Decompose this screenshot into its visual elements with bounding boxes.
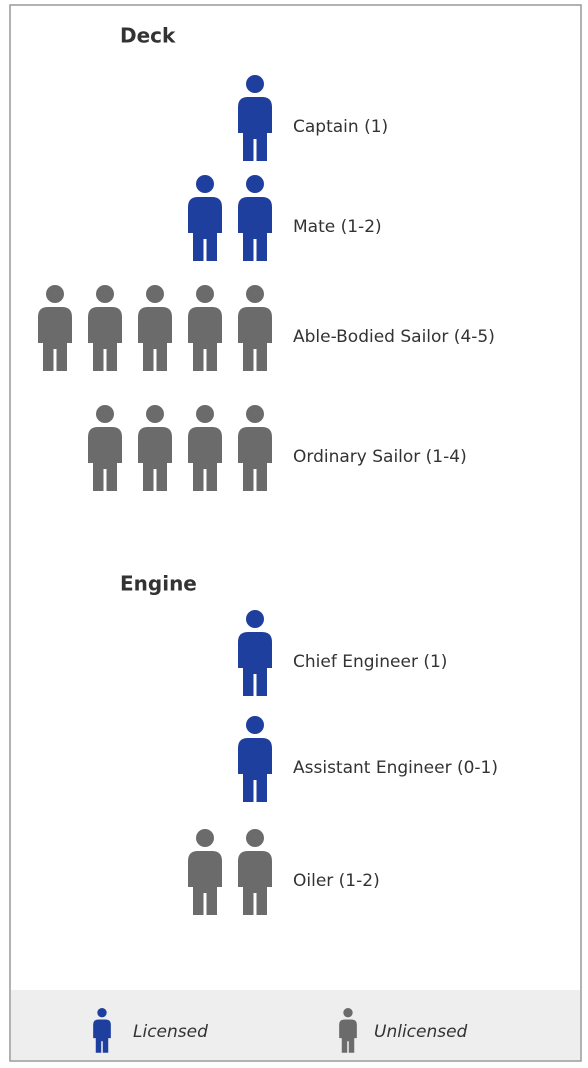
person-icon (188, 829, 222, 915)
person-icon (138, 405, 172, 491)
icon-head (196, 175, 214, 193)
icon-body (188, 197, 222, 261)
person-icon (238, 175, 272, 261)
icon-body (138, 307, 172, 371)
icon-body (88, 427, 122, 491)
section-heading: Deck (120, 24, 176, 48)
icon-head (246, 829, 264, 847)
person-icon (238, 610, 272, 696)
icon-body (339, 1019, 357, 1053)
row-label: Ordinary Sailor (1-4) (293, 447, 467, 467)
icon-head (146, 405, 164, 423)
icon-body (238, 197, 272, 261)
icon-head (246, 610, 264, 628)
section-heading: Engine (120, 572, 197, 596)
icon-body (238, 427, 272, 491)
person-icon (88, 405, 122, 491)
person-icon (188, 175, 222, 261)
icon-head (146, 285, 164, 303)
row-label: Captain (1) (293, 117, 388, 137)
icon-body (238, 632, 272, 696)
icon-body (238, 851, 272, 915)
icon-body (88, 307, 122, 371)
person-icon (238, 716, 272, 802)
person-icon (188, 405, 222, 491)
person-icon (238, 75, 272, 161)
icon-body (238, 97, 272, 161)
person-icon (93, 1008, 111, 1053)
person-icon (138, 285, 172, 371)
row-label: Oiler (1-2) (293, 871, 380, 891)
person-icon (339, 1008, 357, 1053)
icon-head (246, 716, 264, 734)
icon-head (96, 285, 114, 303)
frame (9, 4, 582, 1062)
person-icon (238, 829, 272, 915)
icon-body (238, 738, 272, 802)
person-icon (38, 285, 72, 371)
row-label: Assistant Engineer (0-1) (293, 758, 498, 778)
icon-head (196, 829, 214, 847)
person-icon (238, 405, 272, 491)
person-icon (188, 285, 222, 371)
legend-label: Licensed (133, 1022, 208, 1042)
person-icon (238, 285, 272, 371)
person-icon (88, 285, 122, 371)
icon-head (246, 405, 264, 423)
icon-body (188, 307, 222, 371)
icon-body (238, 307, 272, 371)
icon-body (188, 851, 222, 915)
icon-head (246, 75, 264, 93)
icon-head (196, 405, 214, 423)
icon-body (138, 427, 172, 491)
legend-label: Unlicensed (374, 1022, 468, 1042)
icon-body (38, 307, 72, 371)
row-label: Chief Engineer (1) (293, 652, 447, 672)
row-label: Able-Bodied Sailor (4-5) (293, 327, 495, 347)
icon-head (196, 285, 214, 303)
icon-head (246, 175, 264, 193)
icon-head (97, 1008, 107, 1018)
icon-head (246, 285, 264, 303)
row-label: Mate (1-2) (293, 217, 382, 237)
icon-body (93, 1019, 111, 1053)
icon-body (188, 427, 222, 491)
icon-head (343, 1008, 353, 1018)
icon-head (46, 285, 64, 303)
icon-head (96, 405, 114, 423)
